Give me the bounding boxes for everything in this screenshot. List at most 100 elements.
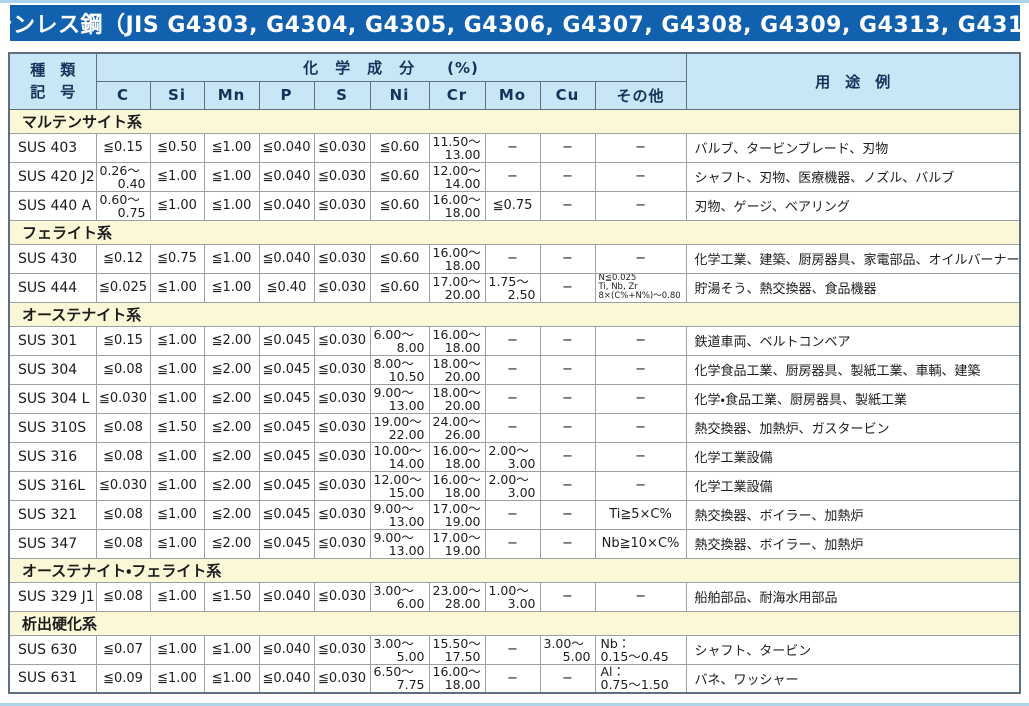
cell-c: ≦0.15: [95, 132, 151, 163]
cell-cr: 16.00～ 18.00: [428, 470, 486, 501]
cell-mo: −: [484, 161, 541, 192]
header-element-Mo: Mo: [484, 80, 541, 110]
cell-s: ≦0.030: [313, 354, 371, 385]
cell-other: −: [594, 354, 687, 385]
header-kind-top: 種 類: [30, 61, 76, 80]
cell-code: SUS 316: [8, 441, 97, 472]
cell-mo: 2.00～ 3.00: [484, 441, 541, 472]
cell-cu: −: [539, 412, 596, 443]
cell-cr: 16.00～ 18.00: [428, 243, 486, 274]
cell-si: ≦1.00: [149, 663, 205, 694]
cell-mo: −: [484, 383, 541, 414]
cell-mo: −: [484, 663, 541, 694]
cell-si: ≦1.00: [149, 383, 205, 414]
cell-other: −: [594, 470, 687, 501]
cell-cr: 11.50～ 13.00: [428, 132, 486, 163]
cell-c: ≦0.09: [95, 663, 151, 694]
cell-code: SUS 403: [8, 132, 97, 163]
cell-mo: −: [484, 132, 541, 163]
cell-p: ≦0.040: [258, 243, 315, 274]
cell-c: ≦0.025: [95, 272, 151, 303]
cell-code: SUS 631: [8, 663, 97, 694]
cell-si: ≦1.50: [149, 412, 205, 443]
cell-cr: 18.00～ 20.00: [428, 354, 486, 385]
cell-other: −: [594, 325, 687, 356]
cell-si: ≦0.50: [149, 132, 205, 163]
cell-si: ≦1.00: [149, 499, 205, 530]
cell-mo: −: [484, 243, 541, 274]
header-kind-code: 種 類 記 号: [8, 52, 97, 110]
cell-cr: 16.00～ 18.00: [428, 441, 486, 472]
cell-usage: 化学工業、建築、厨房器具、家電部品、オイルバーナー部品: [685, 243, 1021, 274]
cell-ni: 6.00～ 8.00: [369, 325, 430, 356]
cell-c: ≦0.15: [95, 325, 151, 356]
cell-p: ≦0.040: [258, 132, 315, 163]
cell-mn: ≦1.00: [203, 663, 260, 694]
cell-other: −: [594, 243, 687, 274]
cell-mo: −: [484, 412, 541, 443]
table-body: マルテンサイト系 SUS 403 ≦0.15 ≦0.50 ≦1.00 ≦0.040 ≦0.0…: [8, 108, 1021, 694]
cell-code: SUS 310S: [8, 412, 97, 443]
table-row: SUS 403 ≦0.15 ≦0.50 ≦1.00 ≦0.040 ≦0.030 ≦0.60 1…: [8, 132, 1021, 163]
cell-cu: −: [539, 325, 596, 356]
cell-code: SUS 304: [8, 354, 97, 385]
cell-other: Al： 0.75～1.50: [594, 663, 687, 694]
cell-si: ≦1.00: [149, 354, 205, 385]
table-header: 種 類 記 号 化 学 成 分 (%) 用 途 例 C Si Mn P S Ni Cr Mo C…: [8, 52, 1021, 110]
cell-c: ≦0.08: [95, 581, 151, 612]
cell-ni: 9.00～ 13.00: [369, 528, 430, 559]
bottom-border-rule: [0, 703, 1029, 706]
cell-other: −: [594, 581, 687, 612]
cell-cu: −: [539, 243, 596, 274]
cell-mn: ≦2.00: [203, 325, 260, 356]
cell-ni: ≦0.60: [369, 132, 430, 163]
cell-s: ≦0.030: [313, 412, 371, 443]
cell-usage: 鉄道車両、ベルトコンベア: [685, 325, 1021, 356]
cell-c: ≦0.08: [95, 528, 151, 559]
header-element-その他: その他: [594, 80, 687, 110]
cell-cu: −: [539, 470, 596, 501]
cell-p: ≦0.040: [258, 161, 315, 192]
cell-mn: ≦1.00: [203, 634, 260, 665]
header-element-C: C: [95, 80, 151, 110]
cell-cr: 15.50～ 17.50: [428, 634, 486, 665]
cell-p: ≦0.040: [258, 634, 315, 665]
header-usage: 用 途 例: [685, 52, 1021, 110]
cell-other: −: [594, 383, 687, 414]
cell-code: SUS 347: [8, 528, 97, 559]
cell-cr: 17.00～ 20.00: [428, 272, 486, 303]
cell-s: ≦0.030: [313, 272, 371, 303]
cell-ni: ≦0.60: [369, 161, 430, 192]
cell-other: Nb： 0.15～0.45: [594, 634, 687, 665]
section-row: オーステナイト・フェライト系: [8, 557, 1021, 583]
cell-mo: 1.75～ 2.50: [484, 272, 541, 303]
cell-cr: 18.00～ 20.00: [428, 383, 486, 414]
cell-c: ≦0.030: [95, 383, 151, 414]
cell-code: SUS 316L: [8, 470, 97, 501]
cell-mn: ≦1.00: [203, 132, 260, 163]
cell-mo: 1.00～ 3.00: [484, 581, 541, 612]
cell-cr: 17.00～ 19.00: [428, 528, 486, 559]
cell-mn: ≦2.00: [203, 383, 260, 414]
cell-ni: 9.00～ 13.00: [369, 383, 430, 414]
cell-usage: 化学工業設備: [685, 470, 1021, 501]
cell-mn: ≦2.00: [203, 499, 260, 530]
header-kind-bottom: 記 号: [30, 83, 76, 102]
section-row: マルテンサイト系: [8, 108, 1021, 134]
header-element-P: P: [258, 80, 315, 110]
header-element-Si: Si: [149, 80, 205, 110]
section-row: フェライト系: [8, 219, 1021, 245]
table-row: SUS 321 ≦0.08 ≦1.00 ≦2.00 ≦0.045 ≦0.030 9.00～ 1…: [8, 499, 1021, 530]
cell-cr: 24.00～ 26.00: [428, 412, 486, 443]
cell-cu: −: [539, 441, 596, 472]
cell-s: ≦0.030: [313, 243, 371, 274]
section-title: オーステナイト・フェライト系: [8, 557, 1021, 583]
cell-mo: 2.00～ 3.00: [484, 470, 541, 501]
table-wrapper: 種 類 記 号 化 学 成 分 (%) 用 途 例 C Si Mn P S Ni Cr Mo C…: [8, 52, 1021, 694]
cell-mn: ≦2.00: [203, 412, 260, 443]
cell-si: ≦1.00: [149, 325, 205, 356]
top-border-rule: [0, 0, 1029, 3]
cell-c: ≦0.07: [95, 634, 151, 665]
cell-s: ≦0.030: [313, 132, 371, 163]
table-row: SUS 301 ≦0.15 ≦1.00 ≦2.00 ≦0.045 ≦0.030 6.00～ 8…: [8, 325, 1021, 356]
